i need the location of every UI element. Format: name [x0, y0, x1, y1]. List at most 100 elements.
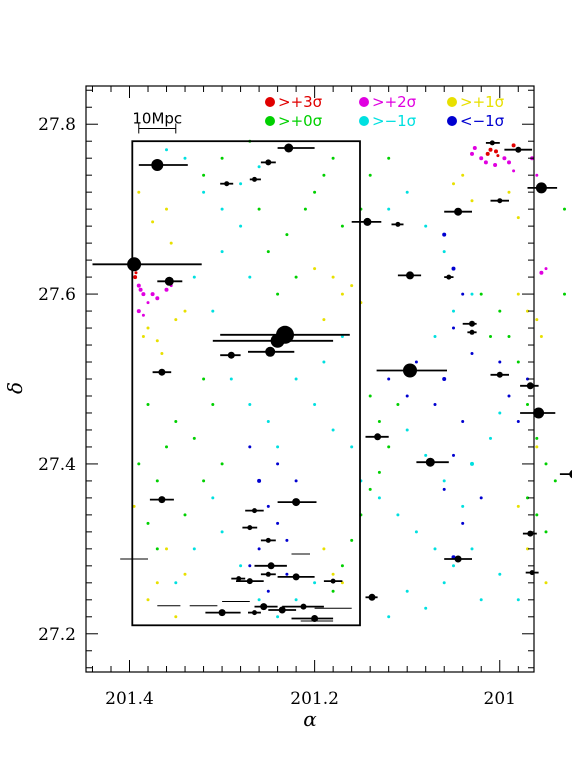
data-point: [544, 462, 548, 466]
highlighted-source: [260, 603, 268, 611]
data-point: [494, 149, 498, 154]
data-point: [535, 173, 539, 177]
data-point: [192, 275, 196, 279]
highlighted-source: [533, 407, 545, 419]
highlighted-sources-layer: [92, 140, 572, 622]
data-point: [220, 462, 224, 466]
data-point: [165, 148, 168, 152]
data-point: [285, 538, 289, 542]
data-point: [396, 513, 400, 517]
data-point: [526, 377, 529, 381]
data-point: [257, 547, 261, 551]
data-point: [516, 360, 520, 364]
data-point: [507, 160, 511, 165]
data-point: [155, 296, 160, 301]
highlighted-source: [497, 198, 503, 204]
y-tick-label: 27.2: [38, 625, 76, 645]
highlighted-source: [265, 346, 276, 357]
data-point: [479, 496, 483, 500]
highlighted-source: [368, 593, 376, 601]
data-point: [553, 479, 557, 483]
data-point: [174, 318, 178, 322]
data-point: [368, 394, 372, 398]
data-point: [516, 420, 520, 423]
data-point: [452, 182, 455, 186]
data-point: [451, 266, 456, 271]
data-point: [405, 190, 409, 194]
data-point: [461, 292, 465, 296]
data-point: [155, 547, 159, 551]
data-point: [424, 224, 428, 228]
data-point: [136, 283, 141, 288]
data-point: [137, 462, 141, 466]
data-point: [368, 487, 372, 491]
x-tick-label: 201: [484, 689, 516, 709]
highlighted-source: [265, 571, 271, 577]
data-point: [165, 207, 168, 211]
data-point: [183, 309, 187, 313]
data-point: [276, 292, 280, 296]
data-point: [396, 403, 400, 406]
data-point: [387, 207, 391, 211]
data-point: [470, 461, 474, 466]
data-point: [472, 146, 477, 150]
data-point: [544, 530, 548, 534]
highlighted-source: [311, 615, 319, 622]
data-point: [136, 309, 141, 314]
data-point: [266, 250, 270, 254]
data-point: [563, 292, 566, 296]
data-point: [313, 581, 317, 585]
data-point: [452, 309, 455, 313]
y-tick-label: 27.6: [38, 285, 76, 305]
highlighted-source: [158, 368, 166, 376]
data-point: [294, 479, 298, 483]
data-point: [461, 420, 465, 423]
data-point: [211, 309, 215, 313]
highlighted-source: [127, 257, 142, 272]
data-point: [248, 445, 252, 449]
data-point: [257, 598, 261, 602]
highlighted-source: [569, 469, 572, 479]
data-point: [485, 151, 490, 156]
data-point: [239, 224, 243, 228]
highlighted-source: [403, 363, 417, 378]
highlighted-source: [515, 146, 522, 153]
highlighted-source: [252, 508, 257, 514]
data-point: [322, 173, 326, 177]
data-point: [220, 530, 224, 534]
data-point: [340, 581, 344, 585]
data-point: [433, 403, 437, 406]
highlighted-source: [330, 578, 336, 584]
data-point: [183, 572, 187, 576]
data-point: [220, 156, 224, 160]
data-point: [526, 309, 529, 313]
data-point: [483, 160, 488, 165]
data-point: [526, 496, 529, 500]
scale-bar-label: 10Mpc: [132, 109, 182, 127]
data-point: [489, 436, 492, 440]
tick-labels: 201.4 201.2 201 27.2 27.4 27.6 27.8: [38, 115, 516, 709]
data-point: [442, 250, 446, 254]
x-axis-label: α: [303, 707, 317, 731]
data-point: [285, 233, 289, 237]
data-point: [350, 538, 354, 542]
data-point: [141, 292, 146, 297]
data-point: [452, 326, 455, 330]
data-point: [498, 360, 502, 364]
data-point: [340, 292, 344, 296]
data-point: [377, 420, 381, 423]
data-point: [470, 292, 474, 296]
data-point: [340, 335, 344, 338]
data-point: [461, 173, 465, 177]
data-point: [150, 292, 155, 297]
highlighted-source: [158, 496, 166, 504]
data-point: [526, 403, 529, 406]
data-point: [479, 292, 483, 296]
data-point: [294, 275, 298, 279]
data-point: [479, 598, 483, 602]
data-point: [266, 420, 270, 423]
data-point: [257, 165, 261, 169]
data-point: [183, 513, 187, 517]
data-point: [493, 163, 498, 167]
highlighted-source: [247, 525, 253, 531]
